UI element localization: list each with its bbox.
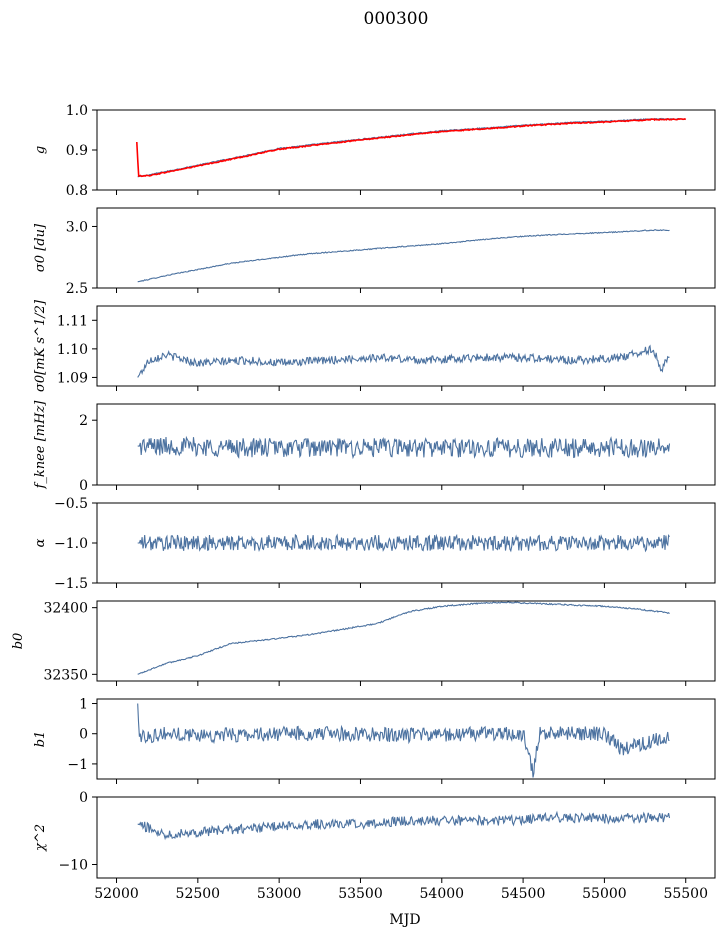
panels: 0.8 0.9 1.0 g 2.5 3.0 σ0 [du] 1.09 1.10 1.11 σ0[mK… [11, 103, 716, 902]
y-tick-label: 1.0 [66, 103, 88, 119]
axes-frame [96, 403, 716, 486]
axes-frame [96, 109, 716, 191]
x-tick-label: 54000 [420, 886, 465, 902]
y-tick-label: −10 [58, 858, 88, 874]
y-axis-label: σ0[mK s^1/2] [33, 299, 48, 392]
y-axis-label: g [33, 146, 48, 154]
axes-frame [96, 207, 716, 289]
x-tick-label: 52000 [94, 886, 139, 902]
y-axis-label: b1 [33, 731, 48, 748]
y-tick-label: 0.9 [66, 143, 88, 159]
panel-4: 0 2 f_knee [mHz] [33, 400, 716, 494]
y-axis-label: χ^2 [33, 824, 48, 852]
panel-6: 32350 32400 b0 [11, 600, 716, 686]
y-axis-label: b0 [11, 633, 26, 650]
y-tick-label: 0 [79, 478, 88, 494]
x-axis-label: MJD [389, 912, 420, 928]
y-tick-label: 1.09 [57, 370, 88, 386]
x-tick-label: 52500 [176, 886, 221, 902]
series-7-1 [137, 703, 670, 778]
y-tick-label: 1.11 [57, 313, 88, 329]
x-tick-label: 53000 [257, 886, 302, 902]
y-axis-label: σ0 [du] [33, 223, 48, 272]
y-tick-label: 1.10 [57, 342, 88, 358]
panel-3: 1.09 1.10 1.11 σ0[mK s^1/2] [33, 299, 716, 392]
y-axis-label: α [33, 538, 48, 547]
series-1-2 [136, 118, 687, 178]
y-tick-label: 1 [79, 697, 88, 713]
series-3-1 [137, 344, 670, 378]
panel-1: 0.8 0.9 1.0 g [33, 103, 716, 199]
y-tick-label: 32350 [43, 667, 88, 683]
y-tick-label: 3.0 [66, 219, 88, 235]
y-axis-label: f_knee [mHz] [33, 400, 48, 490]
series-5-1 [137, 533, 670, 553]
y-tick-label: 0 [79, 790, 88, 806]
y-tick-label: 2.5 [66, 281, 88, 297]
panel-7: −1 0 1 b1 [33, 697, 716, 784]
x-tick-label: 53500 [338, 886, 383, 902]
x-tick-label: 55000 [582, 886, 627, 902]
x-tick-label: 55500 [663, 886, 708, 902]
series-8-1 [137, 810, 671, 841]
axes-frame [96, 305, 716, 387]
y-tick-label: −0.5 [54, 496, 88, 512]
y-tick-label: 0.8 [66, 183, 88, 199]
axes-frame [96, 600, 716, 682]
y-tick-label: 32400 [43, 601, 88, 617]
y-tick-label: −1.5 [54, 576, 88, 592]
y-tick-label: −1.0 [54, 536, 88, 552]
x-tick-label: 54500 [501, 886, 546, 902]
y-tick-label: −1 [67, 757, 88, 773]
y-tick-label: 0 [79, 727, 88, 743]
y-tick-label: 2 [79, 413, 88, 429]
series-6-1 [137, 601, 670, 675]
figure-title: 000300 [364, 9, 429, 29]
series-1-1 [137, 117, 686, 178]
axes-frame [96, 796, 716, 879]
panel-5: −1.5 −1.0 −0.5 α [33, 496, 716, 592]
panel-8: −10 0 52000 52500 53000 53500 54000 54500 55000 5… [33, 790, 716, 902]
series-2-1 [137, 229, 670, 283]
series-4-1 [137, 435, 671, 460]
panel-2: 2.5 3.0 σ0 [du] [33, 207, 716, 297]
axes-frame [96, 698, 716, 780]
